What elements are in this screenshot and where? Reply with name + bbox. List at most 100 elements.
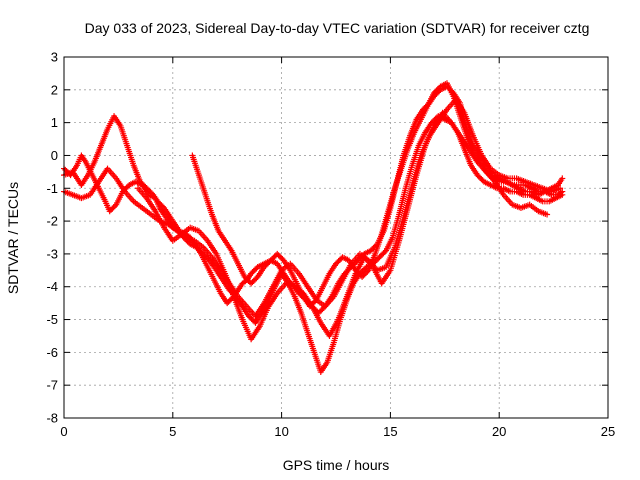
data-point bbox=[193, 244, 200, 251]
data-point bbox=[369, 246, 376, 253]
data-point bbox=[142, 183, 149, 190]
data-point bbox=[557, 185, 564, 192]
data-point bbox=[252, 276, 259, 283]
series-1 bbox=[61, 83, 566, 316]
data-point bbox=[559, 191, 566, 198]
y-tick-label: -7 bbox=[46, 378, 58, 393]
data-point bbox=[106, 208, 113, 215]
data-point bbox=[474, 172, 481, 179]
data-point bbox=[430, 90, 437, 97]
data-point bbox=[275, 252, 282, 259]
data-point bbox=[475, 173, 482, 180]
data-point bbox=[143, 185, 150, 192]
data-point bbox=[154, 198, 161, 205]
data-point bbox=[137, 178, 144, 185]
data-point bbox=[376, 254, 383, 261]
data-point bbox=[245, 277, 252, 284]
data-point bbox=[249, 279, 256, 286]
data-point bbox=[197, 248, 204, 255]
data-point bbox=[266, 258, 273, 265]
data-point bbox=[433, 87, 440, 94]
data-point bbox=[155, 199, 162, 206]
data-point bbox=[139, 181, 146, 188]
series-5 bbox=[134, 109, 551, 343]
data-point bbox=[248, 315, 255, 322]
data-point bbox=[380, 250, 387, 257]
data-point bbox=[334, 259, 341, 266]
x-tick-label: 0 bbox=[60, 424, 67, 439]
data-point bbox=[138, 180, 145, 187]
data-point bbox=[250, 267, 257, 274]
data-point bbox=[361, 271, 368, 278]
data-point bbox=[263, 261, 270, 268]
data-point bbox=[360, 266, 367, 273]
data-point bbox=[269, 256, 276, 263]
data-point bbox=[241, 273, 248, 280]
data-point bbox=[108, 206, 115, 213]
plot-frame bbox=[63, 56, 609, 419]
y-tick-label: -3 bbox=[46, 246, 58, 261]
data-point bbox=[276, 253, 283, 260]
data-point bbox=[359, 273, 366, 280]
y-tick-label: -8 bbox=[46, 411, 58, 426]
data-point bbox=[244, 276, 251, 283]
data-point bbox=[278, 254, 285, 261]
data-point bbox=[158, 202, 165, 209]
data-point bbox=[248, 270, 255, 277]
data-point bbox=[559, 175, 566, 182]
series-3 bbox=[61, 96, 564, 320]
data-point bbox=[271, 253, 278, 260]
x-tick-label: 20 bbox=[492, 424, 506, 439]
data-point bbox=[242, 275, 249, 282]
data-point bbox=[248, 280, 255, 287]
y-tick-label: 1 bbox=[51, 115, 58, 130]
y-tick-label: -2 bbox=[46, 214, 58, 229]
x-axis-label: GPS time / hours bbox=[283, 457, 390, 473]
data-point bbox=[141, 182, 148, 189]
axis-ticks: 0 5 10 15 20 25 -8 -7 -6 -5 -4 -3 -2 -1 0 1 2 3 bbox=[46, 50, 615, 440]
data-point bbox=[195, 245, 202, 252]
data-point bbox=[247, 314, 254, 321]
chart-title: Day 033 of 2023, Sidereal Day-to-day VTE… bbox=[85, 20, 590, 36]
data-point bbox=[250, 277, 257, 284]
data-point bbox=[204, 254, 211, 261]
y-tick-label: 2 bbox=[51, 82, 58, 97]
data-point bbox=[336, 256, 343, 263]
data-point bbox=[144, 186, 151, 193]
data-point bbox=[544, 211, 551, 218]
grid bbox=[64, 57, 608, 418]
series-2 bbox=[61, 113, 566, 376]
data-point bbox=[200, 250, 207, 257]
data-point bbox=[359, 267, 366, 274]
data-point bbox=[198, 249, 205, 256]
data-point bbox=[478, 176, 485, 183]
data-point bbox=[224, 300, 231, 307]
data-point bbox=[261, 264, 268, 271]
data-point bbox=[110, 204, 117, 211]
y-tick-label: -6 bbox=[46, 345, 58, 360]
data-point bbox=[367, 247, 374, 254]
data-point bbox=[434, 86, 441, 93]
data-point bbox=[225, 298, 232, 305]
data-point bbox=[267, 257, 274, 264]
data-point bbox=[333, 260, 339, 267]
x-tick-label: 15 bbox=[383, 424, 397, 439]
data-point bbox=[265, 260, 272, 267]
data-point bbox=[249, 317, 256, 324]
data-point bbox=[379, 251, 386, 258]
y-axis-label: SDTVAR / TECUs bbox=[5, 182, 21, 294]
data-point bbox=[363, 269, 370, 276]
data-point bbox=[111, 202, 118, 209]
data-point bbox=[109, 205, 116, 212]
data-point bbox=[318, 307, 325, 314]
data-point bbox=[375, 255, 382, 262]
data-point bbox=[432, 88, 439, 95]
x-tick-label: 5 bbox=[169, 424, 176, 439]
data-points bbox=[61, 80, 566, 376]
data-point bbox=[274, 250, 281, 257]
data-point bbox=[335, 258, 342, 265]
y-tick-label: -4 bbox=[46, 279, 58, 294]
data-point bbox=[245, 313, 252, 320]
y-tick-label: 0 bbox=[51, 148, 58, 163]
